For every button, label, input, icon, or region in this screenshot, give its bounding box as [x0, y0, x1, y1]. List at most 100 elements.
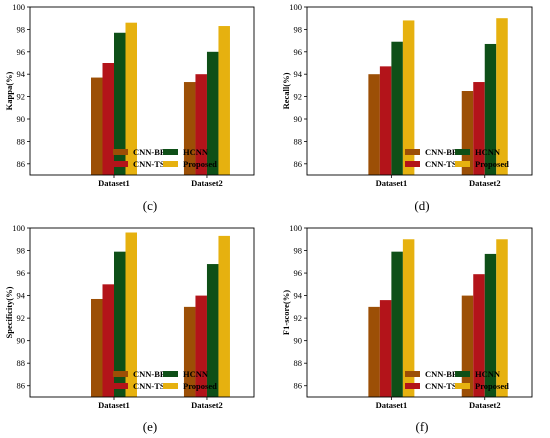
legend-swatch	[163, 149, 178, 155]
legend: CNN-BFO CNN-TSO HCNN Proposed	[405, 147, 509, 169]
bar-cnn-bfo-dataset1	[368, 74, 380, 175]
legend-item-cnn-bfo: CNN-BFO	[113, 147, 172, 157]
legend-swatch	[455, 161, 470, 167]
legend-swatch	[163, 383, 178, 389]
y-tick-label: 98	[294, 246, 303, 256]
legend-label: CNN-TSO	[425, 381, 464, 391]
legend-label: CNN-BFO	[425, 369, 464, 379]
legend-label: CNN-BFO	[425, 147, 464, 157]
legend-swatch	[455, 383, 470, 389]
panel-label: (c)	[143, 198, 157, 213]
bar-proposed-dataset1	[125, 232, 137, 397]
plot-frame	[29, 227, 255, 398]
y-tick-label: 98	[294, 24, 303, 34]
bar-hcnn-dataset2	[484, 43, 497, 176]
y-tick-label: 86	[17, 381, 26, 391]
y-axis-label: Recall(%)	[281, 72, 291, 109]
y-tick-label: 88	[17, 358, 26, 368]
legend-label: CNN-TSO	[425, 159, 464, 169]
y-axis-label: Kappa(%)	[4, 71, 14, 110]
bar-cnn-tso-dataset1	[102, 284, 114, 397]
y-tick-label: 92	[294, 313, 303, 323]
bar-cnn-tso-dataset1	[379, 66, 392, 175]
bar-cnn-tso-dataset1	[379, 300, 392, 397]
legend-swatch	[405, 383, 420, 389]
legend-label: HCNN	[475, 369, 501, 379]
bar-proposed-dataset2	[218, 26, 230, 175]
y-tick-label: 92	[294, 92, 303, 102]
legend-item-cnn-bfo: CNN-BFO	[405, 147, 464, 157]
bar-cnn-tso-dataset1	[102, 63, 114, 175]
y-tick-label: 92	[17, 92, 26, 102]
legend-swatch	[113, 371, 128, 377]
y-tick-label: 98	[17, 24, 26, 34]
x-tick-label: Dataset2	[191, 178, 223, 188]
chart-panel-f: Dataset1 Dataset2 86 88 90 92 94 96 98 100 F1-scor…	[281, 223, 533, 434]
y-tick-label: 90	[17, 114, 26, 124]
chart-panel-e: Dataset1 Dataset2 86 88 90 92 94 96 98 100 Specifi…	[4, 223, 255, 434]
legend-item-cnn-bfo: CNN-BFO	[113, 369, 172, 379]
legend-item-hcnn: HCNN	[163, 369, 209, 379]
y-tick-label: 100	[289, 223, 302, 233]
legend-swatch	[405, 149, 420, 155]
plot-frame	[306, 6, 533, 176]
legend-item-proposed: Proposed	[455, 159, 509, 169]
legend-item-cnn-bfo: CNN-BFO	[405, 369, 464, 379]
bar-hcnn-dataset1	[114, 251, 126, 397]
y-axis-label: F1-score(%)	[281, 290, 291, 335]
legend-swatch	[113, 149, 128, 155]
legend-label: Proposed	[475, 381, 509, 391]
legend-label: Proposed	[475, 159, 509, 169]
legend-swatch	[455, 149, 470, 155]
legend-item-cnn-tso: CNN-TSO	[113, 381, 172, 391]
legend: CNN-BFO CNN-TSO HCNN Proposed	[113, 369, 217, 391]
y-tick-label: 88	[294, 136, 303, 146]
legend-label: HCNN	[183, 369, 209, 379]
plot-frame	[306, 227, 533, 398]
legend-swatch	[113, 383, 128, 389]
y-axis-label: Specificity(%)	[4, 286, 14, 338]
x-tick-label: Dataset1	[376, 178, 408, 188]
bar-proposed-dataset1	[402, 239, 415, 397]
x-tick-label: Dataset2	[191, 400, 223, 410]
legend-item-hcnn: HCNN	[455, 147, 501, 157]
y-tick-label: 86	[294, 381, 303, 391]
panel-label: (d)	[414, 198, 429, 213]
legend-swatch	[163, 371, 178, 377]
legend-swatch	[163, 161, 178, 167]
bar-cnn-bfo-dataset2	[183, 306, 196, 397]
y-tick-label: 90	[294, 336, 303, 346]
y-tick-label: 90	[17, 336, 26, 346]
y-tick-label: 92	[17, 313, 26, 323]
bar-hcnn-dataset1	[391, 41, 403, 175]
bar-proposed-dataset1	[125, 22, 137, 176]
chart-panel-d: Dataset1 Dataset2 86 88 90 92 94 96 98 100 Recall(…	[281, 2, 533, 213]
bar-hcnn-dataset2	[206, 264, 219, 397]
legend-label: CNN-BFO	[133, 147, 172, 157]
x-tick-label: Dataset1	[98, 178, 130, 188]
bar-cnn-tso-dataset2	[195, 295, 207, 397]
panel-label: (e)	[143, 419, 157, 434]
legend-swatch	[455, 371, 470, 377]
legend-item-proposed: Proposed	[455, 381, 509, 391]
bar-cnn-bfo-dataset2	[461, 91, 474, 175]
legend-label: HCNN	[183, 147, 209, 157]
legend-label: HCNN	[475, 147, 501, 157]
bar-hcnn-dataset2	[206, 51, 219, 175]
legend-label: Proposed	[183, 381, 217, 391]
bar-cnn-bfo-dataset2	[183, 82, 196, 175]
x-tick-label: Dataset1	[98, 400, 130, 410]
y-tick-label: 94	[17, 291, 26, 301]
bar-hcnn-dataset1	[391, 251, 403, 397]
y-tick-label: 94	[17, 69, 26, 79]
legend-item-hcnn: HCNN	[163, 147, 209, 157]
bar-proposed-dataset1	[402, 20, 415, 175]
x-tick-label: Dataset2	[469, 178, 501, 188]
y-tick-label: 96	[294, 268, 303, 278]
legend-swatch	[405, 161, 420, 167]
bar-cnn-tso-dataset2	[473, 274, 485, 397]
bar-cnn-bfo-dataset1	[368, 306, 380, 397]
bar-proposed-dataset2	[218, 235, 230, 397]
y-tick-label: 86	[17, 159, 26, 169]
